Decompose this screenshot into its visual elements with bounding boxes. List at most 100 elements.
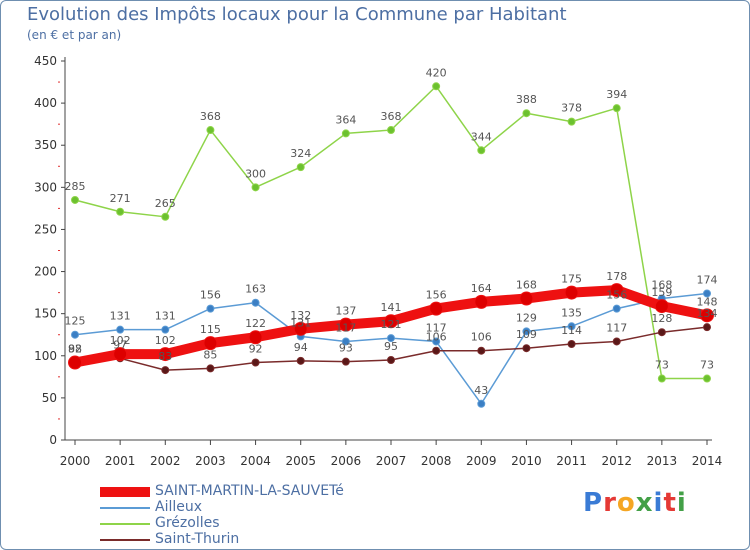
data-label-gr-zolles-2005: 324	[290, 147, 311, 160]
data-label-ailleux-2011: 135	[561, 306, 582, 319]
x-tick-label-2010: 2010	[511, 454, 542, 468]
x-tick-label-2004: 2004	[240, 454, 271, 468]
data-label-gr-zolles-2003: 368	[200, 110, 221, 123]
point-saint-martin-la-sauvet-2000	[68, 355, 82, 370]
x-tick-label-2011: 2011	[556, 454, 587, 468]
y-tick-label-400: 400	[34, 96, 57, 110]
point-gr-zolles-2013	[657, 374, 666, 383]
point-saint-martin-la-sauvet-2007	[384, 314, 398, 329]
data-label-gr-zolles-2013: 73	[655, 359, 669, 372]
point-saint-thurin-2006	[341, 357, 350, 366]
data-label-ailleux-2000: 125	[65, 315, 86, 328]
x-tick-label-2009: 2009	[466, 454, 497, 468]
data-label-saint-martin-la-sauvet-2009: 164	[471, 282, 492, 295]
point-saint-thurin-2007	[387, 355, 395, 364]
point-gr-zolles-2004	[251, 183, 260, 192]
data-label-saint-martin-la-sauvet-2010: 168	[516, 279, 537, 292]
point-saint-martin-la-sauvet-2001	[113, 347, 128, 362]
data-label-gr-zolles-2001: 271	[110, 192, 131, 205]
point-saint-martin-la-sauvet-2008	[429, 301, 444, 316]
data-label-ailleux-2001: 131	[110, 310, 131, 323]
point-ailleux-2011	[567, 322, 576, 331]
x-tick-label-2012: 2012	[601, 454, 632, 468]
point-gr-zolles-2012	[612, 104, 621, 113]
point-saint-thurin-2008	[432, 346, 441, 355]
data-label-gr-zolles-2008: 420	[426, 66, 447, 79]
x-tick-label-2008: 2008	[421, 454, 452, 468]
legend-swatch-grezolles	[100, 523, 150, 525]
data-label-saint-thurin-2012: 117	[606, 321, 627, 334]
data-label-saint-martin-la-sauvet-2006: 137	[335, 305, 356, 318]
point-ailleux-2012	[612, 304, 621, 313]
point-gr-zolles-2014	[703, 374, 711, 383]
logo-letter: x	[635, 488, 654, 518]
point-ailleux-2007	[387, 334, 395, 343]
point-ailleux-2003	[206, 304, 215, 313]
point-gr-zolles-2005	[296, 163, 305, 172]
legend-label-saint-thurin: Saint-Thurin	[155, 531, 240, 547]
data-label-saint-martin-la-sauvet-2005: 132	[290, 309, 311, 322]
point-saint-martin-la-sauvet-2010	[519, 291, 534, 306]
legend-label-ailleux: Ailleux	[155, 499, 203, 515]
point-saint-thurin-2009	[477, 346, 486, 355]
data-label-gr-zolles-2011: 378	[561, 102, 582, 115]
y-tick-label-50: 50	[42, 391, 57, 405]
point-ailleux-2000	[71, 330, 79, 339]
y-tick-label-350: 350	[34, 138, 57, 152]
point-ailleux-2009	[477, 399, 486, 408]
data-label-gr-zolles-2002: 265	[155, 197, 176, 210]
point-gr-zolles-2008	[432, 82, 441, 91]
point-gr-zolles-2002	[161, 212, 170, 221]
page-title: Evolution des Impôts locaux pour la Comm…	[27, 4, 567, 25]
data-label-ailleux-2003: 156	[200, 289, 221, 302]
point-saint-thurin-2010	[522, 344, 531, 353]
data-label-saint-thurin-2011: 114	[561, 324, 582, 337]
y-tick-label-100: 100	[34, 349, 57, 363]
data-label-ailleux-2010: 129	[516, 311, 537, 324]
point-saint-martin-la-sauvet-2006	[338, 317, 353, 332]
data-label-saint-thurin-2004: 92	[249, 343, 263, 356]
point-gr-zolles-2009	[477, 146, 486, 155]
x-tick-label-2001: 2001	[105, 454, 136, 468]
data-label-saint-thurin-2009: 106	[471, 331, 492, 344]
line-chart: 0 50 100 150 200 250 300 350 400 450 2000 2001 2002 2…	[34, 54, 722, 468]
point-saint-thurin-2002	[161, 366, 170, 375]
data-label-ailleux-2004: 163	[245, 283, 266, 296]
data-label-saint-thurin-2006: 93	[339, 342, 353, 355]
point-gr-zolles-2007	[387, 126, 395, 135]
point-saint-martin-la-sauvet-2014	[700, 308, 714, 323]
data-label-saint-thurin-2013: 128	[651, 312, 672, 325]
point-gr-zolles-2001	[116, 207, 125, 216]
point-saint-thurin-2005	[296, 356, 305, 365]
data-label-saint-thurin-2000: 92	[68, 343, 82, 356]
page-subtitle: (en € et par an)	[27, 28, 122, 42]
point-saint-martin-la-sauvet-2011	[564, 285, 579, 300]
data-label-saint-thurin-2007: 95	[384, 340, 398, 353]
point-gr-zolles-2006	[341, 129, 350, 138]
logo-letter: t	[663, 488, 677, 518]
point-saint-thurin-2011	[567, 339, 576, 348]
point-gr-zolles-2011	[567, 117, 576, 126]
point-ailleux-2008	[432, 337, 441, 346]
point-saint-thurin-2004	[251, 358, 260, 367]
legend-swatch-ailleux	[100, 507, 150, 509]
data-label-ailleux-2007: 121	[381, 318, 402, 331]
point-saint-thurin-2014	[703, 323, 711, 332]
data-label-ailleux-2008: 117	[426, 321, 447, 334]
x-tick-label-2002: 2002	[150, 454, 181, 468]
proxiti-logo: Proxiti	[583, 488, 687, 518]
data-label-gr-zolles-2009: 344	[471, 130, 492, 143]
x-tick-label-2005: 2005	[285, 454, 316, 468]
point-ailleux-2002	[161, 325, 170, 334]
logo-letter: o	[616, 488, 636, 518]
point-saint-martin-la-sauvet-2012	[609, 283, 624, 298]
point-saint-martin-la-sauvet-2002	[158, 347, 173, 362]
data-label-gr-zolles-2006: 364	[335, 113, 356, 126]
y-tick-label-200: 200	[34, 265, 57, 279]
data-label-saint-thurin-2001: 97	[113, 338, 127, 351]
legend-swatch-saint-thurin	[100, 539, 150, 541]
data-label-ailleux-2009: 43	[474, 384, 488, 397]
point-saint-martin-la-sauvet-2005	[293, 321, 308, 336]
data-label-gr-zolles-2012: 394	[606, 88, 627, 101]
data-label-ailleux-2012: 156	[606, 289, 627, 302]
